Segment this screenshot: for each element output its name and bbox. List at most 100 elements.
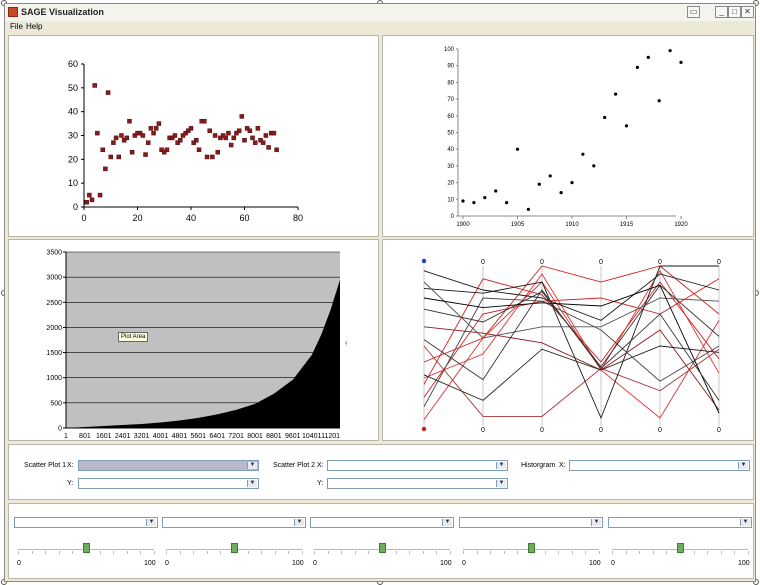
menu-file[interactable]: File [10,22,23,31]
filter-slider-thumb-5[interactable] [677,543,684,553]
scatter-point [145,140,151,145]
scatter-point [657,99,661,103]
slider-max-label: 100 [292,560,304,567]
slider-tick [666,551,668,554]
menu-help[interactable]: Help [26,22,43,31]
x-tick-label: 40 [186,213,196,223]
x-tick-label: 1910 [565,222,579,228]
filter-slider-thumb-1[interactable] [83,543,90,553]
filter-select-2[interactable]: ▼ [162,517,306,528]
scatter-point [97,192,103,198]
filter-slider-thumb-3[interactable] [379,543,386,553]
scatter-point [526,207,530,211]
scatter-plot-1-y-select[interactable]: ▼ [78,478,259,489]
scatter-point [515,147,520,151]
slider-tick [463,551,464,554]
scatter-point [228,142,234,148]
slider-tick [113,551,115,554]
scatter-point [140,133,146,138]
x-tick-label: 80 [293,213,303,223]
filter-select-1[interactable]: ▼ [14,517,158,528]
y-tick-label: 0 [58,426,62,433]
slider-tick [341,551,343,554]
slider-min-label: 0 [165,560,169,567]
restore-button[interactable]: ▭ [687,6,700,18]
filter-slider-thumb-2[interactable] [231,543,238,553]
slider-min-label: 0 [17,560,21,567]
parallel-coordinates-panel: 0 0 0 0 0 0 0 0 0 0 [382,239,754,441]
slider-tick [720,551,722,554]
scatter-plot-2-y-select[interactable]: ▼ [327,478,508,489]
scatter-point [461,199,465,203]
scatter-point [220,133,226,138]
scatter-plot-1-x-select[interactable]: ▼ [78,460,259,471]
scatter-point [127,118,132,124]
scatter-point [178,138,183,143]
scatter-point [244,126,250,131]
scatter-point [250,135,255,141]
parallel-coordinates-plot: 0 0 0 0 0 0 0 0 0 0 [421,258,721,434]
filter-select-5[interactable]: ▼ [608,517,752,528]
scatter-point [191,140,196,145]
histogram-x-select[interactable]: ▼ [569,460,750,471]
chevron-down-icon: ▼ [146,519,156,526]
y-tick-label: 20 [447,181,454,187]
axis-bottom-label: 0 [717,427,721,434]
slider-tick [327,551,329,554]
slider-tick [558,551,560,554]
scatter-point [483,196,487,200]
close-button[interactable]: ✕ [741,6,754,18]
scatter-plot-2-label: Scatter Plot 2 [273,462,316,469]
slider-tick [140,551,142,554]
data-line [423,265,720,363]
scatter-point [215,149,220,155]
maximize-button[interactable]: □ [728,6,741,18]
y-tick-label: 40 [447,147,454,153]
minimize-button[interactable]: _ [715,6,728,18]
scatter-point [603,115,607,120]
axis-top-label: 0 [540,259,544,266]
scatter-point [223,135,229,141]
scatter-point [263,133,269,138]
scatter-plot-2-x-select[interactable]: ▼ [327,460,508,471]
slider-tick [247,551,249,554]
scatter-point [505,201,509,205]
scatter-point [105,90,111,95]
scatter-point [95,130,100,136]
scatter-point [194,138,199,143]
slider-tick [612,551,613,554]
y-tick-label: 500 [50,400,62,407]
scatter-point [255,126,261,131]
x-tick-label: 8801 [266,433,282,440]
scatter-point [212,133,218,138]
slider-tick [571,551,573,554]
scatter-point [570,181,574,185]
x-tick-label: 20 [132,213,142,223]
slider-tick [193,551,195,554]
histogram-panel: 0 500 1000 1500 2000 2500 3000 3500 1 801 1601 2401… [8,239,379,441]
axis-top-label: 0 [717,259,721,266]
filter-slider-thumb-4[interactable] [528,543,535,553]
scatter-point [132,133,138,138]
slider-tick [450,551,451,554]
scatter-point [172,133,178,138]
slider-max-label: 100 [440,560,452,567]
filter-select-4[interactable]: ▼ [459,517,603,528]
x-tick-label: 1601 [96,433,112,440]
scatter-point [239,114,245,119]
scatter-point [260,140,266,145]
slider-tick [490,551,492,554]
filter-select-3[interactable]: ▼ [310,517,454,528]
x-tick-label: 1900 [456,222,470,228]
slider-tick [179,551,181,554]
x-tick-label: 4801 [172,433,188,440]
slider-tick [302,551,303,554]
scatter-plot-1-panel: 0 10 20 30 40 50 60 0 20 40 60 80 [8,35,379,237]
slider-tick [693,551,695,554]
chevron-down-icon: ▼ [496,480,506,487]
y-tick-label: 70 [447,97,454,103]
axis-bottom-label: 0 [540,427,544,434]
x-tick-label: 11201 [321,433,340,440]
slider-tick [476,551,478,554]
axis-bottom-label: 0 [658,427,662,434]
